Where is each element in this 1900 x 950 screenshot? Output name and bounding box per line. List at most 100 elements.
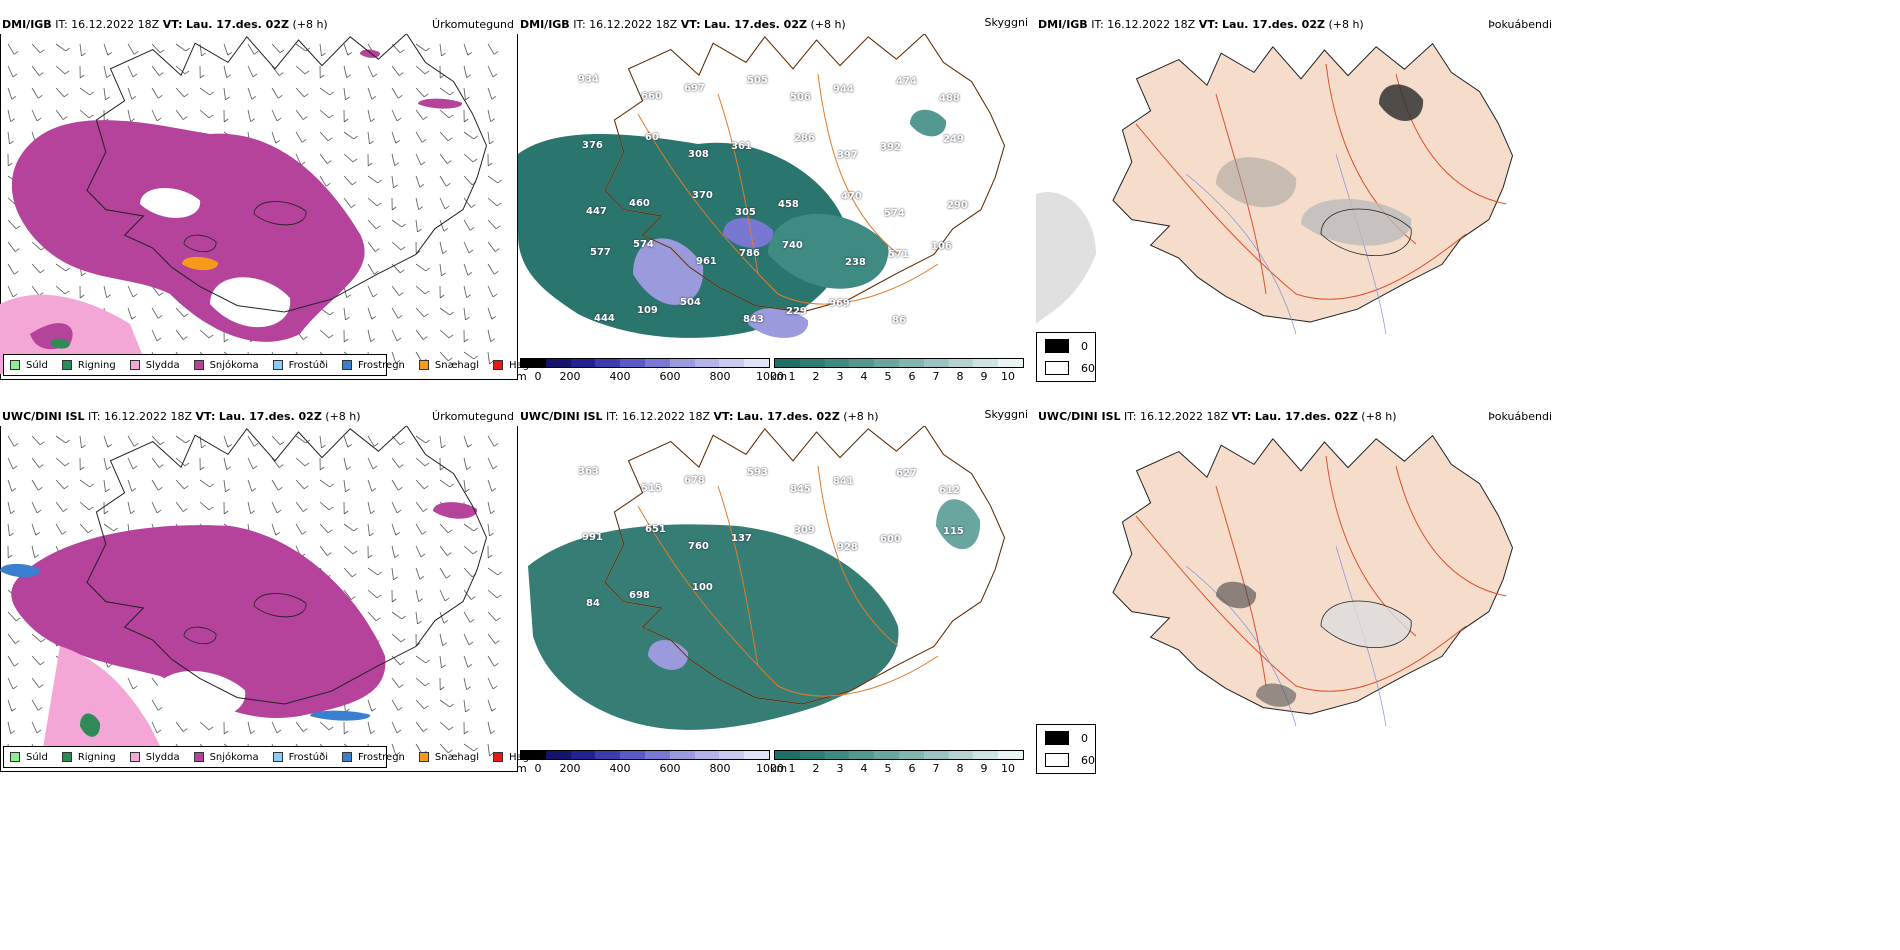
vis-very-low-area	[633, 238, 704, 305]
wind-barb	[79, 523, 89, 534]
wind-barb-flag	[393, 184, 398, 189]
road	[717, 93, 759, 275]
wind-barb-flag	[373, 270, 379, 275]
wind-barb	[439, 153, 448, 164]
wind-barb	[415, 545, 422, 558]
wind-barb-flag	[252, 465, 258, 470]
scale-tick-label: 4	[860, 762, 868, 775]
scale-tick-label: 2	[812, 762, 820, 775]
wind-barb	[463, 743, 475, 752]
wind-barb	[79, 479, 91, 488]
scale-color-cell	[799, 359, 825, 367]
visibility-value-label: 229	[786, 306, 807, 317]
wind-barb-flag	[472, 550, 478, 555]
wind-barb	[31, 721, 38, 734]
wind-barb-flag	[37, 94, 43, 99]
wind-barb	[199, 87, 211, 96]
scale-unit: m	[516, 370, 527, 383]
wind-barb	[439, 655, 442, 668]
scale-tick-label: 3	[836, 370, 844, 383]
wind-barb	[391, 219, 403, 228]
wind-barb	[439, 435, 442, 448]
vis-very-low-area	[723, 217, 774, 248]
scale-color-cell	[595, 751, 621, 759]
wind-barb-flag	[39, 661, 45, 666]
wind-barb-flag	[423, 93, 429, 98]
visibility-value-label: 137	[731, 533, 752, 544]
precip-legend-row2: Súld Rigning Slydda Snjókoma Frostúði Frostre…	[3, 746, 541, 768]
wind-barb	[175, 479, 185, 490]
wind-barb-flag	[277, 94, 283, 99]
wind-barb-flag	[107, 51, 113, 56]
visibility-value-label: 460	[629, 198, 650, 209]
wind-barb-flag	[394, 554, 399, 559]
scale-tick-label: 7	[932, 370, 940, 383]
wind-barb-flag	[449, 311, 455, 316]
visibility-scale-km-row2: km 1 2 3 4 5 6 7 8 9 10	[770, 748, 1024, 776]
wind-barb	[31, 65, 40, 76]
precip-legend-item: Rigning	[61, 360, 116, 371]
legend-label: Frostúði	[288, 359, 328, 371]
wind-barb	[367, 479, 373, 492]
wind-barb-flag	[370, 338, 375, 343]
wind-barb	[7, 479, 13, 492]
wind-barb-flag	[350, 596, 356, 600]
wind-barb	[439, 567, 447, 579]
wind-barb-flag	[38, 72, 44, 76]
wind-barb-flag	[468, 249, 474, 254]
wind-barb-flag	[12, 685, 18, 690]
wind-barb	[439, 263, 442, 276]
wind-barb-flag	[132, 293, 138, 298]
wind-barb-flag	[371, 95, 377, 100]
wind-barb-flag	[369, 140, 374, 145]
wind-barb	[415, 43, 427, 52]
precip-snow-area	[360, 49, 381, 58]
scale-unit: km	[770, 762, 788, 775]
wind-barb	[343, 479, 346, 492]
wind-barb-flag	[277, 486, 283, 491]
wind-barb	[463, 545, 474, 555]
river	[1335, 153, 1387, 335]
vis-low-area	[910, 109, 947, 137]
visibility-value-label: 506	[790, 92, 811, 103]
wind-barb-flag	[39, 49, 45, 54]
wind-barb	[55, 501, 64, 512]
wind-barb-flag	[425, 47, 431, 52]
wind-barb-flag	[395, 531, 401, 536]
wind-barb	[463, 263, 469, 276]
wind-barb-flag	[467, 271, 473, 276]
wind-barb-flag	[303, 93, 309, 98]
wind-barb	[127, 307, 133, 320]
wind-barb-flag	[376, 594, 382, 599]
scale-unit: km	[770, 370, 788, 383]
wind-barb	[367, 131, 370, 144]
wind-barb-flag	[223, 118, 229, 123]
wind-barb	[463, 589, 472, 600]
wind-barb-flag	[395, 139, 401, 144]
wind-barb-flag	[157, 706, 163, 711]
scale-tick-label: 6	[908, 370, 916, 383]
wind-barb-flag	[81, 52, 86, 57]
coastline	[86, 34, 488, 313]
wind-barb	[7, 721, 12, 734]
wind-barb-flag	[442, 642, 447, 647]
wind-barb-flag	[36, 729, 42, 734]
scale-color-cell	[799, 751, 825, 759]
wind-barb	[415, 435, 427, 444]
wind-barb	[7, 65, 14, 78]
wind-barb-flag	[10, 730, 15, 735]
wind-barb-flag	[396, 509, 402, 514]
visibility-value-label: 115	[943, 526, 964, 537]
wind-barb-flag	[473, 355, 479, 360]
scale-color-cell	[620, 359, 645, 367]
wind-barb	[439, 589, 446, 602]
wind-barb	[439, 131, 449, 142]
wind-barb	[271, 479, 279, 491]
wind-barb-flag	[12, 73, 18, 78]
wind-barb	[391, 721, 398, 734]
wind-barb	[7, 677, 14, 690]
wind-barb	[439, 241, 444, 254]
wind-barb-flag	[418, 598, 423, 603]
scale-ticks: m 0 200 400 600 800 1000	[516, 760, 784, 776]
wind-barb-flag	[88, 114, 94, 119]
